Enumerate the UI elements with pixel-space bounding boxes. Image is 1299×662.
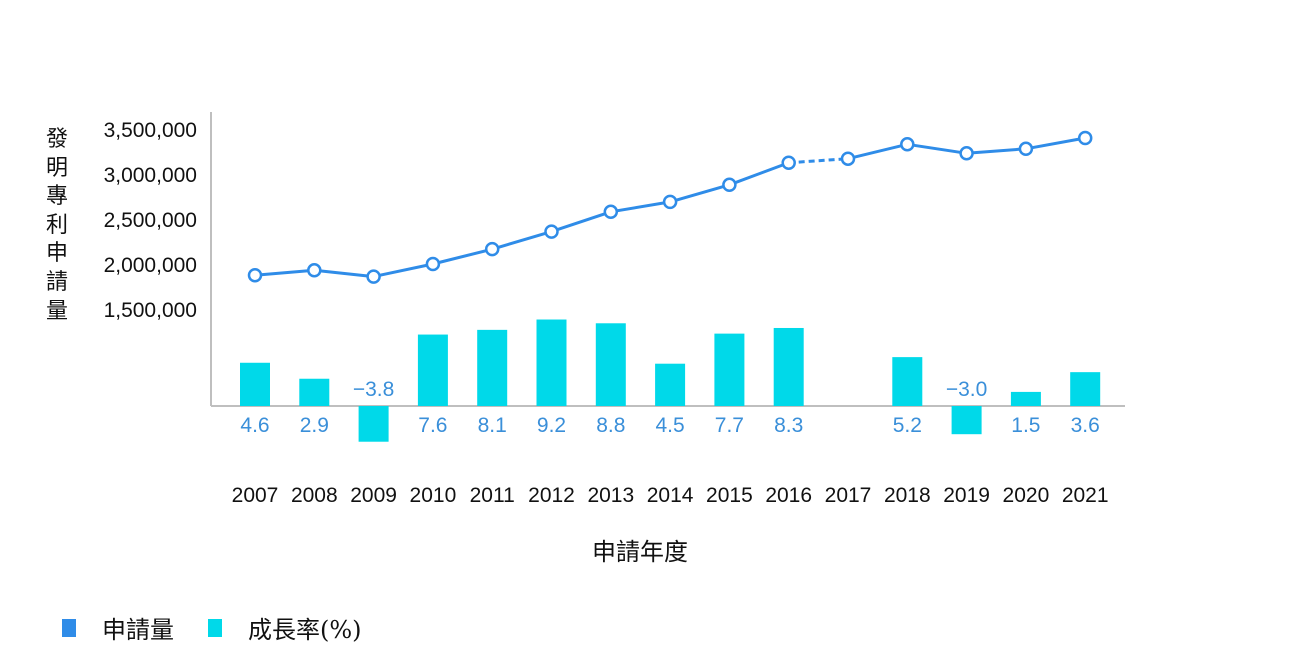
- y-tick-label: 3,000,000: [104, 164, 197, 187]
- growth-bar-label: 4.6: [240, 414, 269, 437]
- growth-bar: [240, 363, 270, 406]
- line-segment: [552, 212, 611, 232]
- line-point: [723, 179, 735, 191]
- x-tick-label: 2007: [232, 484, 279, 507]
- x-axis-title: 申請年度: [560, 532, 720, 567]
- line-point: [368, 271, 380, 283]
- growth-bar: [714, 334, 744, 406]
- growth-bar: [418, 335, 448, 406]
- growth-bar: [892, 357, 922, 406]
- line-point: [842, 153, 854, 165]
- growth-bar-label: 7.6: [418, 414, 447, 437]
- y-tick-label: 1,500,000: [104, 299, 197, 322]
- growth-bar: [774, 328, 804, 406]
- x-tick-label: 2018: [884, 484, 931, 507]
- growth-bar: [1011, 392, 1041, 406]
- line-segment: [1026, 138, 1085, 149]
- line-segment: [314, 270, 373, 276]
- y-tick-label: 2,500,000: [104, 209, 197, 232]
- growth-bar: [1070, 372, 1100, 406]
- y-tick-label: 3,500,000: [104, 119, 197, 142]
- legend-swatch-bar: [208, 619, 222, 637]
- growth-bar-label: 9.2: [537, 414, 566, 437]
- line-segment: [967, 149, 1026, 154]
- line-point: [427, 258, 439, 270]
- x-tick-label: 2013: [587, 484, 634, 507]
- growth-bar-label: −3.0: [946, 378, 987, 401]
- x-tick-labels: 2007 2008 2009 2010 2011 2012 2013 2014 2015 2016…: [232, 484, 1109, 507]
- line-point: [486, 243, 498, 255]
- line-point: [1079, 132, 1091, 144]
- x-tick-label: 2011: [470, 484, 515, 507]
- x-tick-label: 2020: [1003, 484, 1050, 507]
- growth-bar-label: 5.2: [893, 414, 922, 437]
- growth-bar-label: 1.5: [1011, 414, 1040, 437]
- growth-bar: [359, 406, 389, 442]
- x-tick-label: 2008: [291, 484, 338, 507]
- line-point: [901, 138, 913, 150]
- line-segment: [789, 159, 848, 163]
- x-tick-label: 2019: [943, 484, 990, 507]
- x-tick-label: 2012: [528, 484, 575, 507]
- growth-bar: [299, 379, 329, 406]
- y-tick-labels: 3,500,000 3,000,000 2,500,000 2,000,000 1,50…: [104, 119, 197, 322]
- legend-swatch-line: [62, 619, 76, 637]
- chart-axes: [211, 112, 1125, 406]
- growth-bar: [655, 364, 685, 406]
- growth-bar-label: 4.5: [655, 414, 684, 437]
- legend-label-growth: 成長率(%): [248, 610, 362, 645]
- growth-bar-label: 7.7: [715, 414, 744, 437]
- line-point: [546, 226, 558, 238]
- line-point: [783, 157, 795, 169]
- growth-bar-label: 3.6: [1071, 414, 1100, 437]
- line-segment: [729, 163, 788, 185]
- legend: 申請量 成長率(%): [62, 610, 396, 645]
- application-line: [249, 132, 1091, 283]
- legend-item-applications: 申請量: [62, 610, 174, 645]
- x-tick-label: 2015: [706, 484, 753, 507]
- line-point: [664, 196, 676, 208]
- line-segment: [611, 202, 670, 212]
- x-tick-label: 2014: [647, 484, 694, 507]
- growth-bar: [537, 320, 567, 406]
- line-segment: [374, 264, 433, 277]
- line-segment: [255, 270, 314, 275]
- growth-bar-label: 8.3: [774, 414, 803, 437]
- growth-bar-label: −3.8: [353, 378, 394, 401]
- growth-bar: [596, 323, 626, 406]
- x-tick-label: 2016: [765, 484, 812, 507]
- line-segment: [492, 232, 551, 250]
- line-segment: [907, 144, 966, 153]
- x-tick-label: 2017: [825, 484, 872, 507]
- line-segment: [433, 249, 492, 264]
- line-segment: [848, 144, 907, 158]
- legend-item-growth: 成長率(%): [208, 610, 362, 645]
- legend-label-applications: 申請量: [102, 610, 174, 645]
- line-point: [308, 264, 320, 276]
- line-segment: [670, 185, 729, 202]
- x-tick-label: 2021: [1062, 484, 1109, 507]
- growth-bar-label: 8.8: [596, 414, 625, 437]
- line-point: [1020, 143, 1032, 155]
- growth-bar: [952, 406, 982, 434]
- growth-bar-label: 2.9: [300, 414, 329, 437]
- y-axis-title: 發明專利申請量: [42, 126, 72, 326]
- y-tick-label: 2,000,000: [104, 254, 197, 277]
- line-point: [605, 206, 617, 218]
- growth-bar-label: 8.1: [478, 414, 507, 437]
- x-tick-label: 2009: [350, 484, 397, 507]
- line-point: [249, 269, 261, 281]
- line-point: [961, 147, 973, 159]
- x-tick-label: 2010: [410, 484, 457, 507]
- growth-bar: [477, 330, 507, 406]
